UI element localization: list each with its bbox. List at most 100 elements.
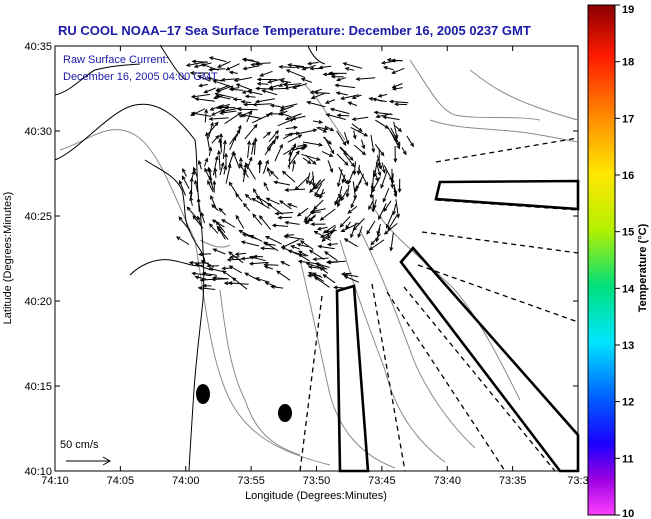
current-vector-head xyxy=(327,140,332,145)
current-vector-head xyxy=(382,115,387,120)
current-vector xyxy=(297,129,317,135)
current-vector-head xyxy=(224,152,229,158)
current-vector-head xyxy=(212,79,217,84)
current-vector xyxy=(348,101,358,107)
scale-label: 50 cm/s xyxy=(60,439,99,451)
current-vector xyxy=(269,87,287,90)
current-vector-head xyxy=(368,205,372,211)
current-vector xyxy=(302,157,311,164)
current-vector-head xyxy=(175,236,181,241)
current-vector xyxy=(316,127,327,133)
current-vector xyxy=(314,230,331,241)
current-vector-head xyxy=(241,90,247,94)
current-vector xyxy=(302,141,322,146)
current-vector xyxy=(252,213,263,226)
current-vector-head xyxy=(363,132,369,137)
current-vector-head xyxy=(239,113,244,118)
current-vector-head xyxy=(378,215,382,221)
current-vector xyxy=(292,160,295,172)
colorbar-tick-label: 17 xyxy=(622,113,634,125)
current-vector xyxy=(288,203,298,208)
current-vector-head xyxy=(268,111,273,116)
current-vector xyxy=(259,215,272,230)
current-vector xyxy=(390,100,409,104)
current-vector-head xyxy=(225,66,230,71)
current-vector xyxy=(248,91,263,95)
current-vector-head xyxy=(322,72,328,77)
station-markers xyxy=(196,384,292,422)
current-vector xyxy=(283,147,295,156)
y-tick-label: 40:15 xyxy=(24,381,52,393)
current-vector xyxy=(222,140,226,160)
current-vector-head xyxy=(254,99,260,104)
current-vector xyxy=(287,150,300,168)
current-vector-head xyxy=(263,181,268,187)
current-vector-head xyxy=(252,188,257,193)
current-vector xyxy=(335,196,343,204)
current-vector xyxy=(297,243,309,248)
colorbar-tick-label: 16 xyxy=(622,170,634,182)
current-vector-head xyxy=(259,72,264,77)
current-vector-head xyxy=(280,246,286,251)
current-vector xyxy=(255,277,270,283)
current-vector-head xyxy=(260,246,265,251)
current-vector xyxy=(314,178,326,189)
current-vector-head xyxy=(210,121,214,127)
current-vector xyxy=(238,108,258,111)
current-vector xyxy=(392,83,403,88)
current-vector xyxy=(207,180,214,193)
current-vector xyxy=(401,147,407,155)
current-vector xyxy=(370,134,375,152)
current-vector xyxy=(200,278,213,281)
current-vector-head xyxy=(186,206,191,211)
current-vector-head xyxy=(265,159,269,165)
current-vector xyxy=(353,144,366,155)
current-vector-head xyxy=(204,108,209,114)
current-vector-head xyxy=(198,252,203,257)
current-vector xyxy=(311,92,327,99)
current-vector-head xyxy=(336,77,341,82)
current-vector xyxy=(336,130,347,146)
current-vector xyxy=(315,92,330,94)
current-vector xyxy=(291,245,300,250)
current-vector xyxy=(392,67,405,74)
current-vector xyxy=(269,84,280,89)
x-tick-label: 73:40 xyxy=(433,475,461,487)
current-vector-head xyxy=(342,141,347,146)
current-date-label: December 16, 2005 04:00 GMT xyxy=(63,71,218,83)
station-marker xyxy=(196,384,210,404)
current-vector-head xyxy=(397,127,403,133)
current-vector-head xyxy=(205,131,210,137)
current-vector-head xyxy=(313,205,318,210)
current-vector-head xyxy=(310,95,316,100)
current-vector xyxy=(384,223,398,235)
current-vector-head xyxy=(252,213,257,218)
current-vector xyxy=(376,113,392,118)
current-vector-head xyxy=(196,197,201,203)
current-vector-head xyxy=(228,251,233,256)
current-vector-head xyxy=(284,233,289,238)
current-vector-head xyxy=(263,242,269,247)
current-vector xyxy=(308,61,319,65)
current-vector xyxy=(241,257,255,260)
current-vector-head xyxy=(327,71,333,76)
current-vector xyxy=(218,208,227,216)
current-vector xyxy=(372,98,383,102)
current-vector-head xyxy=(266,146,271,152)
current-vector-head xyxy=(324,100,330,104)
current-vector xyxy=(373,170,379,182)
current-vector-head xyxy=(297,259,303,264)
current-vector xyxy=(298,260,317,265)
current-vector xyxy=(195,98,215,102)
current-vector xyxy=(245,162,256,180)
current-vector-head xyxy=(322,274,327,279)
current-vector-head xyxy=(200,260,206,264)
current-vector xyxy=(305,155,317,165)
current-vector-head xyxy=(352,226,357,231)
current-vector-head xyxy=(309,188,314,194)
current-vector-head xyxy=(393,192,398,198)
velocity-scale: 50 cm/s xyxy=(60,439,112,466)
current-vector-head xyxy=(248,156,253,162)
current-vector xyxy=(352,181,356,199)
current-vector-head xyxy=(234,252,240,257)
